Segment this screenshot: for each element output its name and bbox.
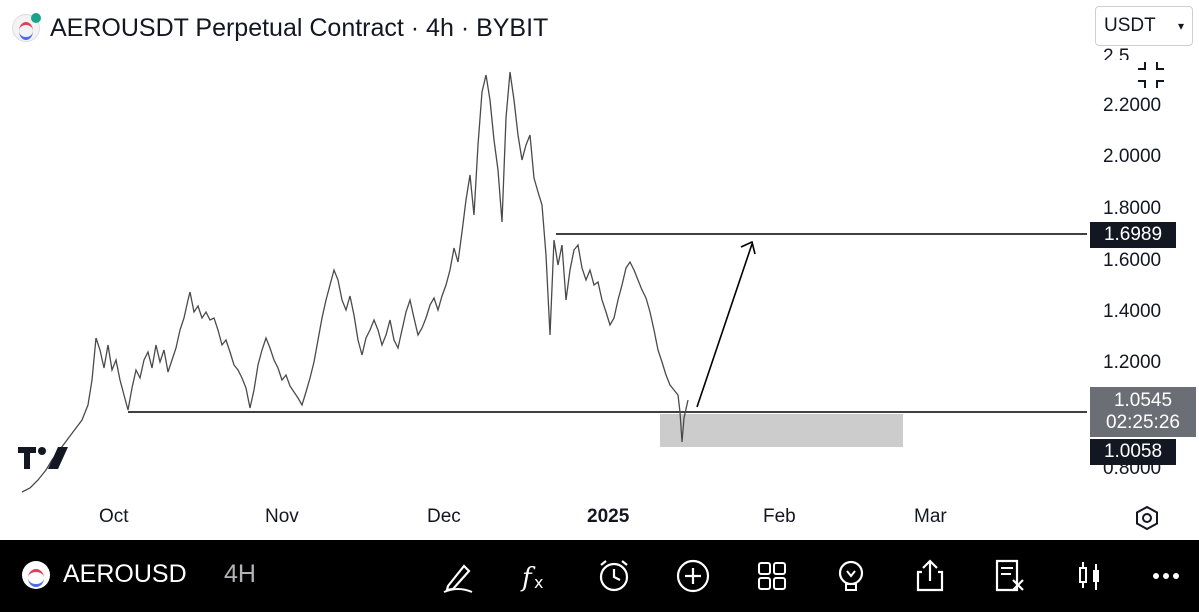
alarm-clock-icon[interactable] <box>594 556 634 596</box>
fullscreen-icon[interactable] <box>1136 60 1166 90</box>
chart-area[interactable]: AEROUSDT Perpetual Contract · 4h · BYBIT… <box>0 0 1199 540</box>
share-icon[interactable] <box>910 556 950 596</box>
y-tick: 1.2000 <box>1103 352 1162 373</box>
support-zone <box>660 414 903 447</box>
bottom-toolbar <box>0 540 1199 612</box>
chevron-down-icon: ▾ <box>1177 19 1184 33</box>
y-tick: 1.8000 <box>1103 198 1162 219</box>
y-tick: 1.6000 <box>1103 250 1162 271</box>
x-label: Feb <box>763 506 796 527</box>
chart-title: AEROUSDT Perpetual Contract · 4h · BYBIT <box>50 13 549 42</box>
currency-select[interactable]: USDT ▾ <box>1095 6 1193 46</box>
price-chart[interactable] <box>0 0 1199 540</box>
svg-text:x: x <box>534 573 543 592</box>
symbol-logo-icon <box>22 561 50 589</box>
current-price: 1.0545 <box>1113 390 1173 411</box>
price-series <box>21 71 689 493</box>
timeframe-button[interactable]: 4H <box>224 560 256 588</box>
chart-settings-icon[interactable] <box>1134 505 1160 531</box>
y-tick: 1.4000 <box>1103 301 1162 322</box>
support-price-tag: 1.0058 <box>1090 439 1176 465</box>
resistance-price-tag: 1.6989 <box>1090 222 1176 248</box>
y-tick: 2.2000 <box>1103 95 1162 116</box>
projection-arrow <box>696 243 753 408</box>
x-label-year: 2025 <box>587 506 630 527</box>
layouts-grid-icon[interactable] <box>752 556 792 596</box>
order-ticket-icon[interactable] <box>989 556 1029 596</box>
y-tick-top: 2.5 <box>1103 46 1130 60</box>
add-icon[interactable] <box>673 556 713 596</box>
more-icon[interactable] <box>1146 556 1186 596</box>
x-label: Mar <box>914 506 947 527</box>
symbol-logo-icon <box>12 13 41 42</box>
current-price-tag: 1.0545 02:25:26 <box>1090 387 1196 437</box>
currency-label: USDT <box>1104 15 1156 36</box>
ideas-lightbulb-icon[interactable] <box>831 556 871 596</box>
tradingview-logo <box>18 445 68 471</box>
candle-countdown: 02:25:26 <box>1106 412 1180 433</box>
x-label: Oct <box>99 506 129 527</box>
x-label: Nov <box>265 506 299 527</box>
chart-header: AEROUSDT Perpetual Contract · 4h · BYBIT <box>12 10 548 46</box>
candles-icon[interactable] <box>1069 556 1109 596</box>
x-label: Dec <box>427 506 461 527</box>
y-tick: 2.0000 <box>1103 146 1162 167</box>
draw-tool-icon[interactable] <box>438 556 478 596</box>
symbol-name[interactable]: AEROUSD <box>63 560 187 588</box>
